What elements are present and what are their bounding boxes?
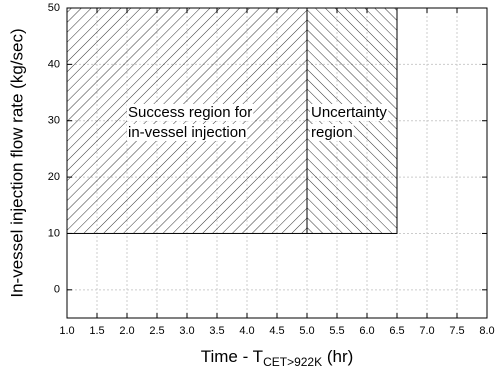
x-axis-label-subscript: CET>922K — [263, 355, 322, 369]
x-tick-label: 1.0 — [59, 325, 74, 337]
x-tick-label: 7.0 — [419, 325, 434, 337]
x-tick-label: 3.5 — [209, 325, 224, 337]
region-label: in-vessel injection — [128, 124, 246, 141]
y-tick-label: 10 — [48, 227, 60, 239]
x-tick-label: 5.0 — [299, 325, 314, 337]
y-tick-label: 20 — [48, 171, 60, 183]
y-tick-label: 30 — [48, 115, 60, 127]
x-tick-label: 6.5 — [389, 325, 404, 337]
x-tick-label: 2.0 — [119, 325, 134, 337]
x-tick-label: 2.5 — [149, 325, 164, 337]
label-background — [127, 123, 248, 141]
label-background — [310, 123, 354, 141]
label-background — [127, 103, 254, 121]
y-tick-label: 50 — [48, 2, 60, 14]
y-tick-label: 0 — [54, 284, 60, 296]
x-tick-label: 7.5 — [449, 325, 464, 337]
region-label: Uncertainty — [311, 104, 387, 121]
y-tick-label: 40 — [48, 58, 60, 70]
x-axis-label-suffix: (hr) — [322, 347, 353, 366]
x-tick-label: 8.0 — [479, 325, 494, 337]
x-tick-label: 6.0 — [359, 325, 374, 337]
x-tick-label: 3.0 — [179, 325, 194, 337]
region-label: Success region for — [128, 104, 252, 121]
x-tick-label: 4.5 — [269, 325, 284, 337]
x-tick-label: 4.0 — [239, 325, 254, 337]
region-label: region — [311, 124, 353, 141]
label-background — [310, 103, 389, 121]
y-axis-label: In-vessel injection flow rate (kg/sec) — [7, 28, 26, 297]
x-axis-label-main: Time - T — [201, 347, 263, 366]
x-axis-label: Time - TCET>922K (hr) — [201, 347, 354, 369]
x-tick-label: 5.5 — [329, 325, 344, 337]
x-tick-label: 1.5 — [89, 325, 104, 337]
